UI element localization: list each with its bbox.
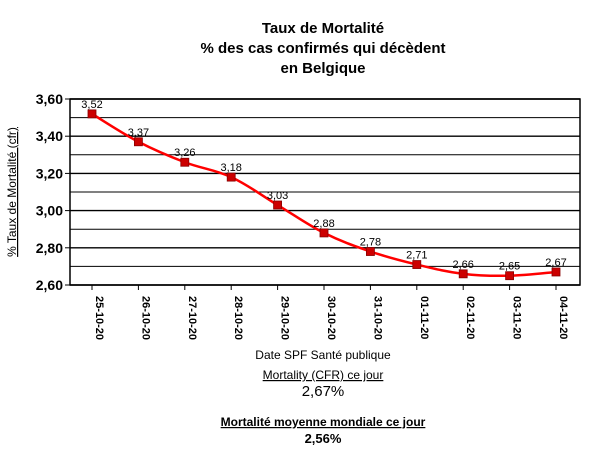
cfr-note-label: Mortality (CFR) ce jour: [263, 368, 384, 382]
data-label: 2,66: [452, 259, 473, 271]
data-label: 3,26: [174, 147, 195, 159]
world-note-label: Mortalité moyenne mondiale ce jour: [221, 415, 426, 429]
data-label: 2,67: [545, 257, 566, 269]
cfr-note-value: 2,67%: [302, 383, 345, 400]
data-point-marker: [226, 172, 236, 182]
y-tick-label: 3,40: [36, 128, 63, 144]
world-note-value: 2,56%: [305, 431, 342, 446]
x-tick-label: 30-10-20: [325, 296, 337, 340]
x-axis-label: Date SPF Santé publique: [255, 348, 391, 362]
data-labels: 3,52 3,37 3,26 3,18 3,03 2,88 2,78 2,71 2,66 2,65…: [81, 99, 566, 273]
data-point-marker: [458, 269, 468, 279]
y-axis-label: % Taux de Mortalité (cfr): [5, 127, 19, 257]
x-tick-label: 27-10-20: [186, 296, 198, 340]
data-point-marker: [180, 157, 190, 167]
y-tick-label: 3,00: [36, 203, 63, 219]
data-label: 2,71: [406, 250, 427, 262]
data-point-marker: [273, 200, 283, 210]
data-point-marker: [412, 260, 422, 269]
y-tick-label: 2,80: [36, 240, 63, 256]
data-point-marker: [133, 137, 143, 147]
data-label: 3,37: [128, 127, 149, 139]
y-tick-label: 2,60: [36, 277, 63, 293]
grid-lines: [70, 98, 580, 286]
data-label: 3,03: [267, 190, 288, 202]
x-axis-ticks: 25-10-20 26-10-20 27-10-20 28-10-20 29-10-20…: [91, 285, 569, 340]
x-tick-label: 29-10-20: [279, 296, 291, 340]
x-tick-label: 25-10-20: [93, 296, 105, 340]
x-tick-label: 31-10-20: [371, 296, 383, 340]
data-label: 2,78: [360, 237, 381, 249]
y-axis-ticks: 2,60 2,80 3,00 3,20 3,40 3,60: [36, 91, 70, 293]
chart-title-line-2: % des cas confirmés qui décèdent: [200, 40, 445, 57]
chart-title-line-1: Taux de Mortalité: [262, 20, 384, 37]
data-point-marker: [365, 247, 375, 256]
y-tick-label: 3,60: [36, 91, 63, 107]
x-tick-label: 28-10-20: [232, 296, 244, 340]
chart-title-line-3: en Belgique: [280, 60, 365, 77]
data-label: 3,18: [220, 162, 241, 174]
x-tick-label: 03-11-20: [511, 296, 523, 339]
data-label: 2,65: [499, 261, 520, 273]
series-layer: [87, 109, 561, 281]
x-tick-label: 04-11-20: [557, 296, 569, 339]
data-label: 3,52: [81, 99, 102, 111]
data-point-marker: [87, 109, 97, 119]
data-point-marker: [319, 228, 329, 238]
x-tick-label: 26-10-20: [139, 296, 151, 340]
x-tick-label: 01-11-20: [418, 296, 430, 339]
y-tick-label: 3,20: [36, 165, 63, 181]
data-point-marker: [551, 267, 561, 277]
data-point-marker: [505, 271, 515, 281]
data-label: 2,88: [313, 218, 334, 230]
x-tick-label: 02-11-20: [464, 296, 476, 339]
chart-title: Taux de Mortalité % des cas confirmés qu…: [200, 20, 445, 77]
